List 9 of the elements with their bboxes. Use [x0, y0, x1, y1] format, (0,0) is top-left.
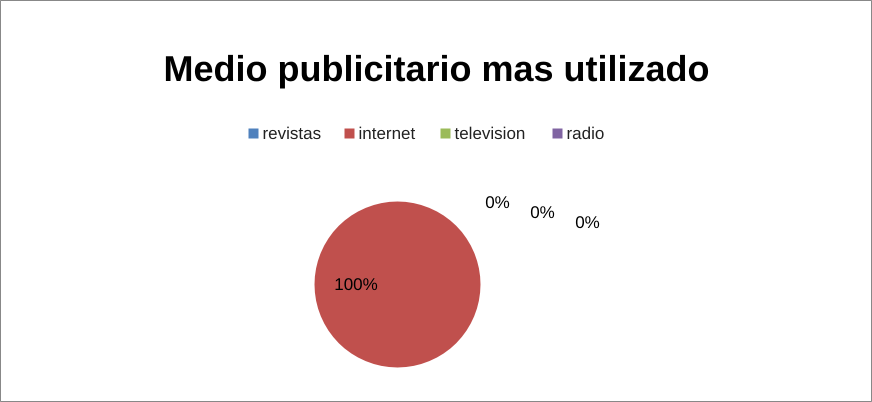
legend-label: revistas: [262, 124, 322, 143]
data-label: 100%: [334, 275, 378, 294]
legend-label: television: [454, 124, 526, 143]
chart-title: Medio publicitario mas utilizado: [163, 48, 710, 89]
legend-label: internet: [358, 124, 416, 143]
text: 0%: [530, 203, 555, 222]
text: 0%: [485, 193, 510, 212]
text: 0%: [575, 213, 600, 232]
legend-label: radio: [566, 124, 604, 143]
